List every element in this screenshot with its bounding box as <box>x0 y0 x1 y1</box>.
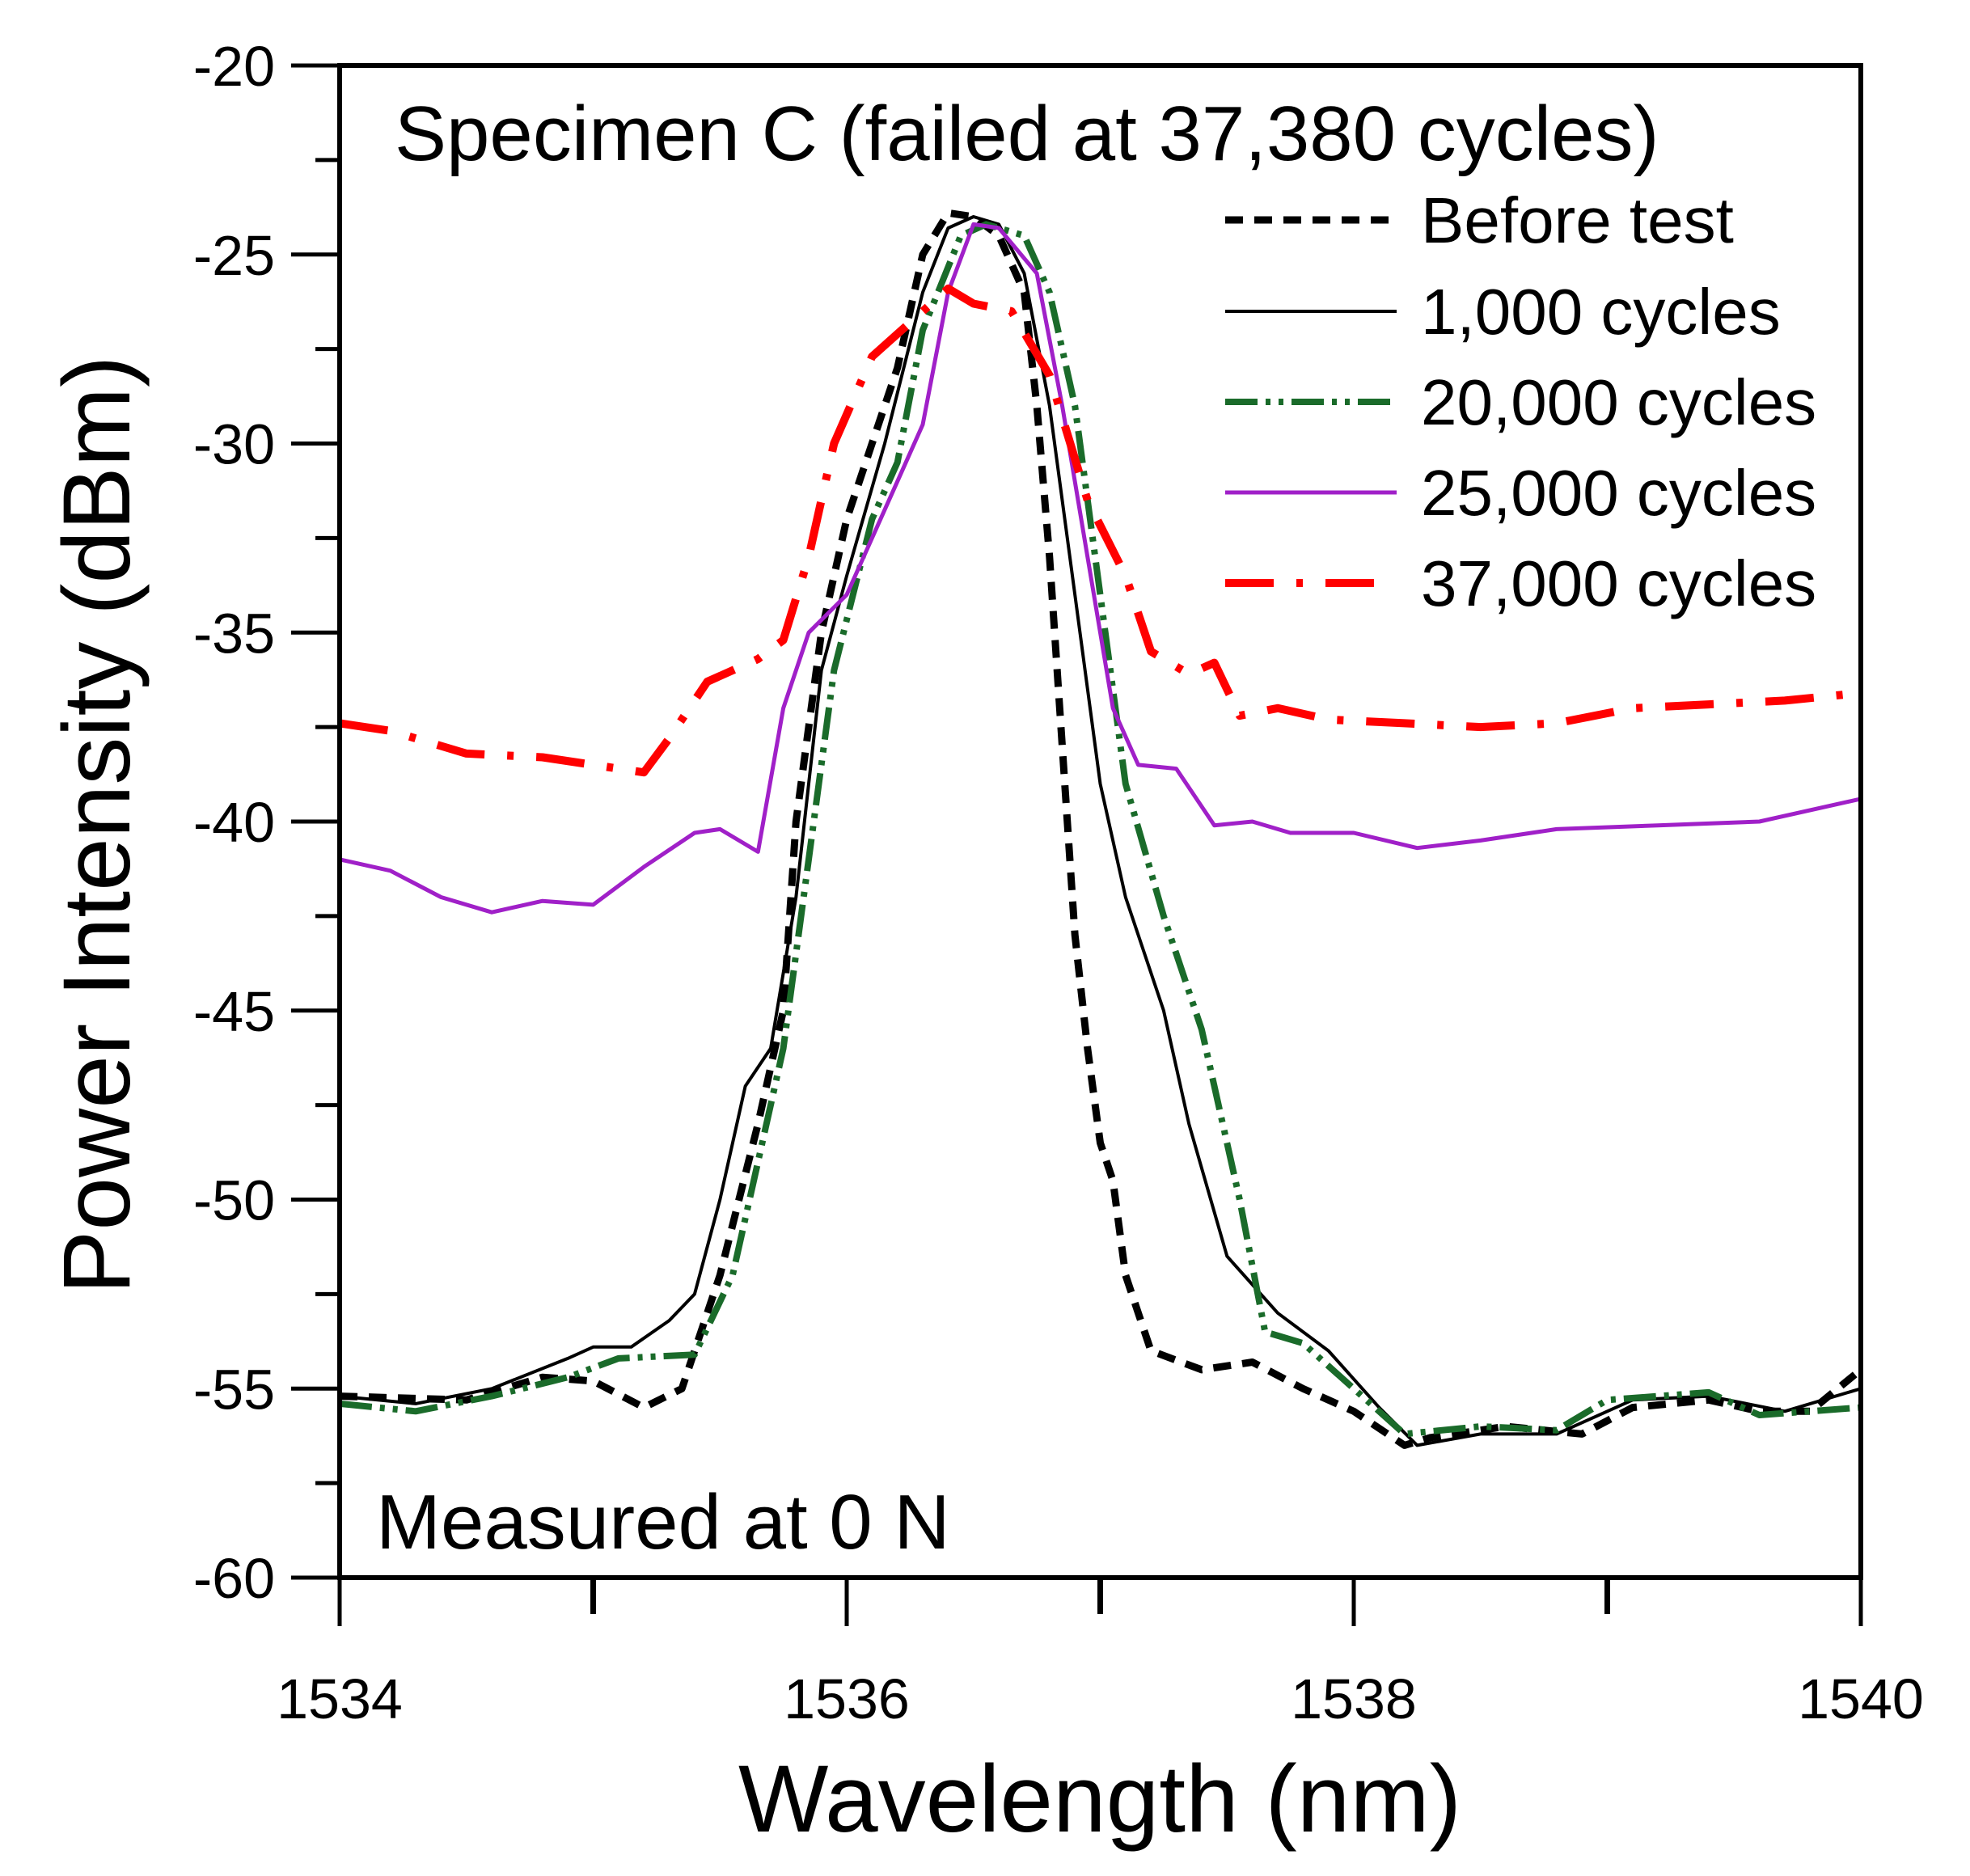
series-line-2 <box>339 221 1862 1438</box>
series-line-4 <box>339 284 1862 777</box>
y-tick-label: -60 <box>193 1547 275 1610</box>
annotation: Measured at 0 N <box>376 1479 950 1565</box>
y-tick-label: -55 <box>193 1358 275 1421</box>
series-line-1 <box>339 215 1862 1447</box>
y-tick-label: -25 <box>193 224 275 287</box>
x-tick-label: 1534 <box>277 1667 403 1730</box>
series-group <box>339 209 1863 1449</box>
legend-label: Before test <box>1421 184 1734 256</box>
series-line-3 <box>339 222 1862 915</box>
series-line-0 <box>339 209 1863 1449</box>
x-tick-label: 1538 <box>1291 1667 1417 1730</box>
y-tick-label: -45 <box>193 980 275 1043</box>
y-tick-label: -35 <box>193 602 275 665</box>
x-tick-label: 1540 <box>1798 1667 1924 1730</box>
y-tick-label: -50 <box>193 1169 275 1232</box>
legend-label: 25,000 cycles <box>1421 457 1816 529</box>
y-tick-label: -20 <box>193 35 275 98</box>
legend-label: 37,000 cycles <box>1421 547 1816 619</box>
y-tick-label: -30 <box>193 413 275 476</box>
y-tick-label: -40 <box>193 791 275 854</box>
y-axis-title: Power Intensity (dBm) <box>44 356 150 1295</box>
legend-label: 20,000 cycles <box>1421 366 1816 438</box>
plot-frame <box>337 63 1863 1580</box>
x-tick-label: 1536 <box>784 1667 910 1730</box>
x-axis-title: Wavelength (nm) <box>738 1746 1461 1853</box>
legend: Before test 1,000 cycles 20,000 cycles 25,0… <box>1225 184 1816 619</box>
legend-label: 1,000 cycles <box>1421 276 1781 348</box>
chart-title: Specimen C (failed at 37,380 cycles) <box>395 91 1659 177</box>
